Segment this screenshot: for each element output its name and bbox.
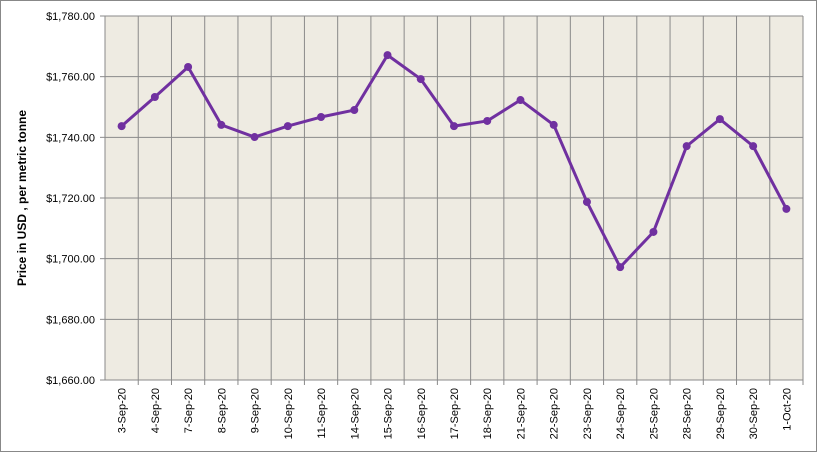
point [317,113,326,122]
point [150,92,159,101]
x-tick-label: 8-Sep-20 [216,388,228,433]
x-tick-label: 23-Sep-20 [582,388,594,439]
point [616,263,625,272]
x-tick-label: 17-Sep-20 [449,388,461,439]
x-tick-label: 24-Sep-20 [615,388,627,439]
x-tick-label: 28-Sep-20 [682,388,694,439]
point [184,62,193,71]
point [283,122,292,131]
x-tick-label: 25-Sep-20 [648,388,660,439]
point [450,122,458,131]
x-tick-label: 9-Sep-20 [250,388,262,433]
y-tick-label: $1,700.00 [46,254,95,266]
point [516,96,525,105]
y-axis-label: Price in USD , per metric tonne [15,110,29,286]
y-tick-label: $1,740.00 [46,132,95,144]
x-tick-label: 10-Sep-20 [283,388,295,439]
point [649,227,658,236]
x-tick-label: 7-Sep-20 [183,388,195,433]
point [250,133,259,142]
point [582,197,591,206]
point [350,106,359,115]
x-tick-label: 15-Sep-20 [383,388,395,439]
y-tick-label: $1,660.00 [46,375,95,387]
y-tick-label: $1,760.00 [46,72,95,84]
point [749,142,758,151]
y-tick-label: $1,720.00 [46,193,95,205]
x-tick-label: 14-Sep-20 [349,388,361,439]
point [715,115,724,124]
x-tick-label: 1-Oct-20 [781,388,793,431]
point [416,75,425,84]
x-tick-label: 16-Sep-20 [416,388,428,439]
x-tick-label: 11-Sep-20 [316,388,328,439]
point [217,120,226,129]
x-tick-label: 29-Sep-20 [715,388,727,439]
point [117,122,126,131]
point [682,142,691,151]
x-tick-label: 22-Sep-20 [549,388,561,439]
x-tick-label: 30-Sep-20 [748,388,760,439]
point [383,51,392,60]
x-tick-label: 4-Sep-20 [150,388,162,433]
y-tick-label: $1,680.00 [46,314,95,326]
point [483,116,492,125]
y-tick-label: $1,780.00 [46,11,95,23]
point [549,120,558,129]
point [782,204,791,213]
x-tick-label: 3-Sep-20 [117,388,129,433]
x-tick-label: 18-Sep-20 [482,388,494,439]
x-tick-label: 21-Sep-20 [515,388,527,439]
